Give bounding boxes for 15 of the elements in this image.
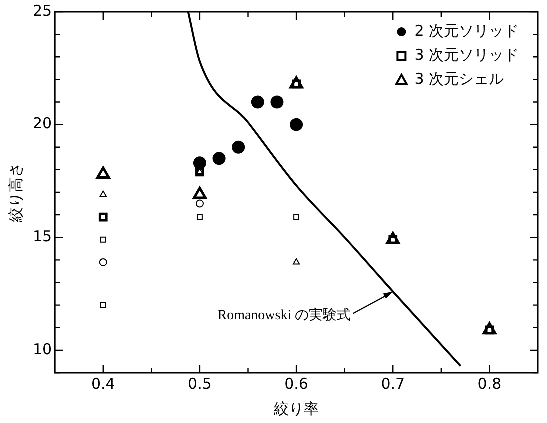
x-tick-label: 0.6 xyxy=(284,374,308,393)
y-tick-label: 20 xyxy=(32,114,52,133)
y-tick-label: 10 xyxy=(32,340,52,358)
y-tick-label: 25 xyxy=(32,2,52,20)
x-tick-label: 0.8 xyxy=(478,374,502,393)
x-tick-label: 0.4 xyxy=(91,374,116,393)
legend-label: 2 次元ソリッド xyxy=(414,22,519,40)
annotation: Romanowski の実験式 xyxy=(218,307,352,324)
y-axis-title: 絞り高さ xyxy=(6,162,25,224)
x-tick-label: 0.5 xyxy=(188,374,212,393)
x-tick-label: 0.7 xyxy=(381,374,406,393)
legend-label: 3 次元シェル xyxy=(414,70,504,88)
x-axis-title: 絞り率 xyxy=(273,400,320,418)
legend-label: 3 次元ソリッド xyxy=(414,46,519,64)
y-tick-label: 15 xyxy=(32,228,52,246)
